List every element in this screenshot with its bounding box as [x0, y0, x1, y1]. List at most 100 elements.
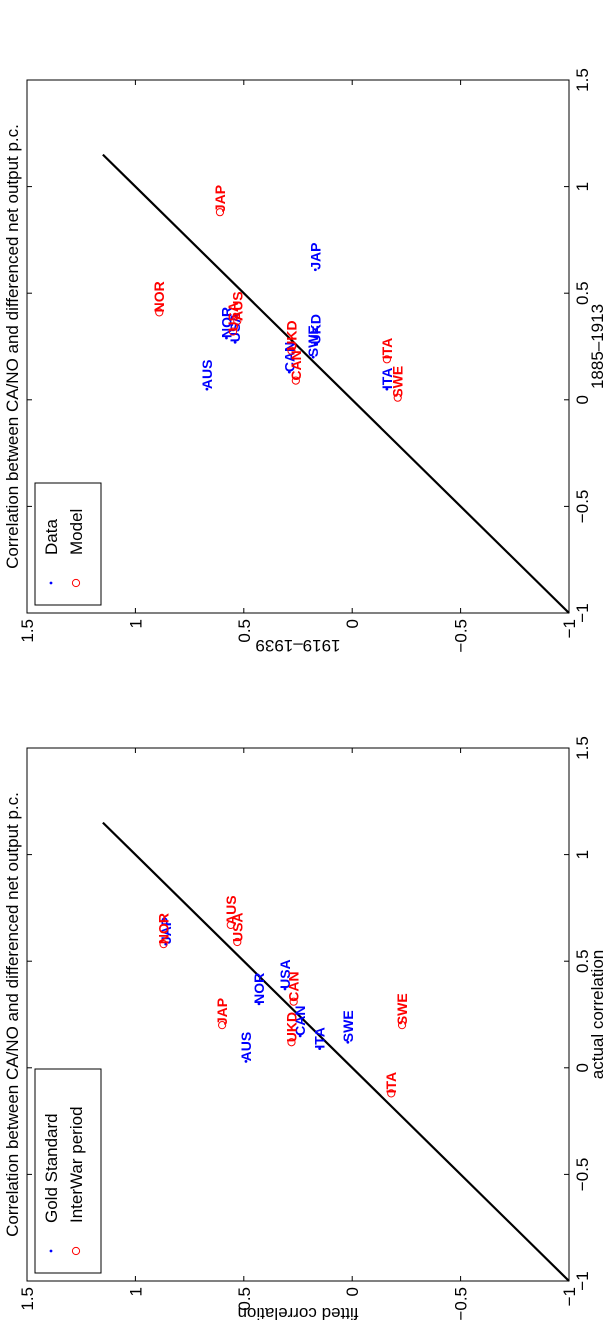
data-point-marker [233, 340, 237, 344]
legend-box [34, 1068, 102, 1274]
data-point-label: SWE [340, 1010, 356, 1042]
data-point-marker [233, 316, 242, 326]
data-point-marker [385, 387, 389, 391]
data-point-label: CAN [281, 342, 297, 372]
data-point-marker [393, 393, 402, 402]
data-point-marker [287, 1038, 296, 1047]
chart-title: Correlation between CA/NO and difference… [3, 792, 22, 1237]
x-tick-label: −1 [573, 1271, 592, 1290]
x-tick-label: 1 [573, 182, 592, 191]
data-point-label: JAP [158, 917, 174, 944]
legend-marker [71, 578, 81, 588]
x-tick-label: 0 [573, 1063, 592, 1072]
data-point-label: ITA [379, 338, 395, 360]
data-point-marker [159, 940, 168, 949]
x-tick-label: 0.5 [573, 949, 592, 973]
data-point-marker [298, 1034, 302, 1038]
data-point-marker [291, 376, 300, 385]
data-point-marker [233, 937, 242, 947]
data-point-label: SWE [305, 325, 321, 357]
x-tick-label: −0.5 [573, 490, 592, 524]
data-point-label: UKD [283, 1012, 299, 1042]
data-point-marker [311, 355, 315, 359]
data-point-marker [164, 942, 168, 946]
data-point-label: ITA [383, 1072, 399, 1094]
y-tick-label: 1 [126, 619, 145, 628]
data-point-marker [313, 342, 317, 346]
reference-line [102, 153, 570, 614]
data-point-label: SWE [390, 366, 406, 398]
data-point-label: JAP [212, 185, 228, 212]
legend-entry: Gold Standard [42, 1113, 61, 1223]
data-point-label: NOR [156, 913, 172, 944]
data-point-marker [215, 208, 225, 217]
data-point-label: ITA [312, 1027, 328, 1049]
y-tick-label: −1 [560, 1287, 579, 1306]
y-tick-label: −0.5 [452, 1287, 471, 1320]
data-point-marker [244, 1060, 248, 1063]
data-point-marker [205, 387, 209, 391]
data-point-label: JAP [307, 243, 323, 270]
chart-panel-1: −1 −0.5 0 0.5 1 1.5 −1 −0.5 0 0.5 1 1.5 JAP USA NOR AUS… [3, 736, 605, 1323]
data-point-label: AUS [238, 1032, 254, 1062]
chart-title: Correlation between CA/NO and difference… [3, 124, 22, 569]
legend-entry: Data [42, 519, 61, 555]
legend: Data Model [34, 482, 102, 606]
x-tick-label: −0.5 [573, 1158, 592, 1192]
data-point-label: CAN [286, 971, 302, 1001]
rotated-content: −1−0.500.511.5−1−0.500.511.5JAPUSANORAUS… [3, 68, 605, 1323]
data-point-marker [397, 1021, 407, 1030]
data-point-label: ITA [379, 368, 395, 390]
x-tick-label: −1 [573, 603, 592, 622]
legend-marker [49, 581, 53, 585]
data-point-marker [287, 346, 296, 355]
data-point-marker [283, 987, 287, 991]
data-point-label: USA [225, 302, 241, 332]
data-point-label: SWE [394, 993, 410, 1025]
data-point-label: AUS [223, 895, 239, 925]
y-axis-label: 1919–1939 [255, 636, 340, 655]
data-point-label: USA [277, 959, 293, 989]
data-point-marker [226, 920, 235, 930]
data-point-label: AUS [229, 291, 245, 321]
data-point-marker [346, 1040, 350, 1044]
y-tick-label: 0 [343, 1287, 362, 1296]
data-point-label: NOR [251, 973, 267, 1004]
data-point-label: NOR [151, 281, 167, 312]
data-point-label: JAP [214, 998, 230, 1025]
data-point-label: CAN [292, 1005, 308, 1035]
data-point-label: AUS [199, 360, 215, 390]
data-point-marker [318, 1047, 322, 1051]
data-point-label: UKD [283, 320, 299, 350]
data-point-marker [387, 1089, 396, 1098]
data-point-marker [155, 308, 164, 317]
reference-line [102, 821, 570, 1282]
legend: Gold Standard InterWar period [34, 1068, 102, 1274]
data-point-marker [382, 355, 391, 364]
x-axis-label: 1885–1913 [588, 304, 605, 389]
y-tick-label: −1 [560, 619, 579, 638]
data-point-label: CAN [288, 350, 304, 380]
data-point-marker [313, 268, 317, 272]
y-tick-label: 1 [126, 1287, 145, 1296]
x-axis-label: actual correlation [588, 950, 605, 1079]
x-tick-label: 0 [573, 395, 592, 404]
x-tick-label: 1.5 [573, 736, 592, 760]
data-point-label: UKD [307, 314, 323, 344]
legend-marker [49, 1249, 53, 1253]
legend-entry: Model [67, 509, 86, 555]
y-tick-label: 0 [343, 619, 362, 628]
y-tick-label: −0.5 [452, 619, 471, 653]
y-tick-label: 1.5 [18, 619, 37, 643]
data-point-label: NOR [218, 307, 234, 338]
x-tick-label: 1.5 [573, 68, 592, 92]
data-point-marker [289, 997, 298, 1006]
data-point-marker [228, 327, 238, 336]
chart-panel-2: −1−0.500.511.5−1−0.500.511.5JAPUSANORAUS… [3, 68, 605, 655]
data-point-marker [218, 1021, 227, 1030]
x-tick-label: 0.5 [573, 281, 592, 305]
x-tick-label: 1 [573, 850, 592, 859]
legend-entry: InterWar period [67, 1106, 86, 1223]
legend-marker [71, 1246, 81, 1256]
